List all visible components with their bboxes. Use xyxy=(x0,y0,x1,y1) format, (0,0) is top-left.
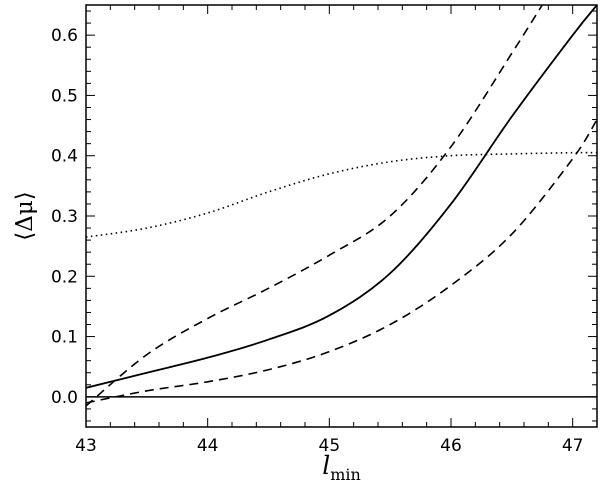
labels-layer: 43 44 45 46 47 0.0 0.1 0.2 0.3 0.4 0.5 0.6 xyxy=(51,26,584,456)
x-tick-label: 44 xyxy=(197,436,219,456)
y-tick-label: 0.5 xyxy=(51,86,78,106)
x-tick-label: 47 xyxy=(562,436,584,456)
x-axis-label: lmin xyxy=(322,451,361,484)
x-axis-label-main: l xyxy=(322,451,330,480)
y-tick-label: 0.2 xyxy=(51,267,78,287)
y-tick-label: 0.0 xyxy=(51,388,78,408)
series-line-dashed-1 xyxy=(86,5,543,407)
y-axis-label: ⟨Δμ⟩ xyxy=(12,191,38,241)
series-layer xyxy=(86,5,597,407)
y-tick-label: 0.3 xyxy=(51,207,78,227)
ticks-layer xyxy=(85,5,598,427)
y-tick-label: 0.4 xyxy=(51,147,78,167)
x-tick-label: 43 xyxy=(75,436,97,456)
x-axis-label-subscript: min xyxy=(330,465,361,484)
series-line-dashed-2 xyxy=(86,119,597,404)
x-tick-label: 46 xyxy=(440,436,462,456)
series-line-solid xyxy=(86,5,597,389)
y-tick-label: 0.1 xyxy=(51,328,78,348)
y-tick-label: 0.6 xyxy=(51,26,78,46)
x-tick-label: 45 xyxy=(319,436,341,456)
plot-frame xyxy=(85,4,598,428)
